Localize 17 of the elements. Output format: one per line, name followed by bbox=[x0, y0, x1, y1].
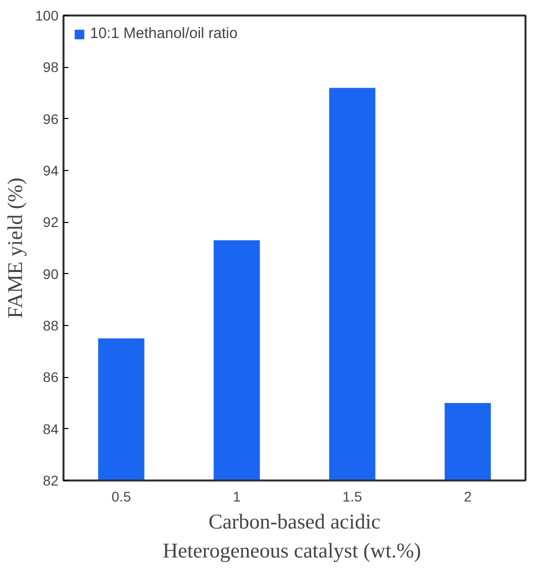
y-tick-label: 84 bbox=[42, 420, 59, 437]
y-axis-title: FAME yield (%) bbox=[3, 178, 28, 318]
y-tick-label: 88 bbox=[42, 318, 59, 334]
x-axis-title: Carbon-based acidic Heterogeneous catalyst (wt.%) bbox=[162, 510, 422, 562]
y-tick-label: 82 bbox=[42, 472, 59, 488]
y-tick-label: 86 bbox=[42, 369, 59, 386]
y-tick-label: 92 bbox=[42, 214, 59, 230]
x-tick-label: 2 bbox=[464, 488, 472, 504]
y-tick-label: 90 bbox=[42, 266, 59, 282]
x-tick-label: 1 bbox=[232, 488, 241, 504]
x-tick-label: 1.5 bbox=[342, 488, 362, 504]
y-tick-label: 96 bbox=[42, 110, 59, 127]
y-tick-label: 94 bbox=[42, 162, 59, 178]
x-tick-label: 0.5 bbox=[112, 488, 132, 504]
y-tick-label: 98 bbox=[42, 59, 59, 76]
y-tick-label: 100 bbox=[35, 8, 59, 24]
legend-label: 10:1 Methanol/oil ratio bbox=[90, 25, 238, 42]
